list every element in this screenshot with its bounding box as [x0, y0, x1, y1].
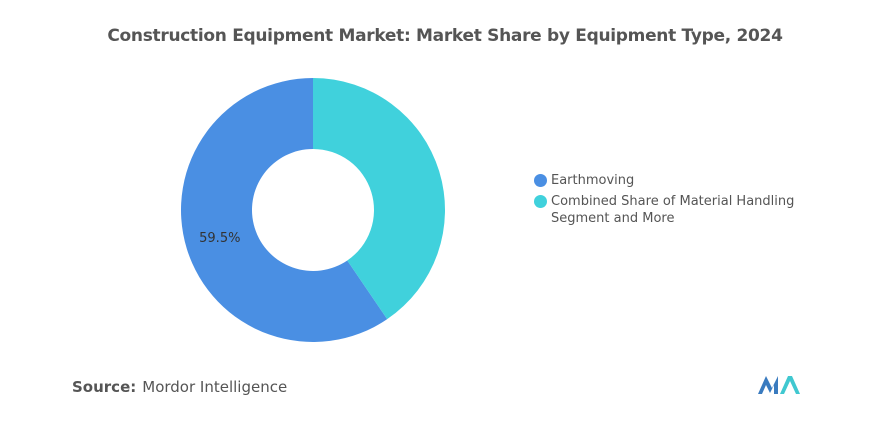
- donut-slice: [313, 78, 445, 320]
- legend-label: Combined Share of Material Handling Segm…: [551, 194, 795, 226]
- logo: [758, 376, 800, 394]
- legend: Earthmoving Combined Share of Material Ha…: [534, 172, 804, 231]
- source-text: Mordor Intelligence: [142, 378, 288, 396]
- chart-title: Construction Equipment Market: Market Sh…: [107, 26, 783, 46]
- source-label: Source:: [72, 378, 137, 396]
- legend-swatch: [534, 195, 547, 208]
- legend-item: Earthmoving: [534, 172, 804, 189]
- legend-label: Earthmoving: [551, 173, 635, 188]
- source: Source: Mordor Intelligence: [72, 378, 287, 396]
- legend-swatch: [534, 174, 547, 187]
- legend-item: Combined Share of Material Handling Segm…: [534, 193, 804, 227]
- data-label: 59.5%: [199, 231, 240, 246]
- donut-slice: [181, 78, 388, 343]
